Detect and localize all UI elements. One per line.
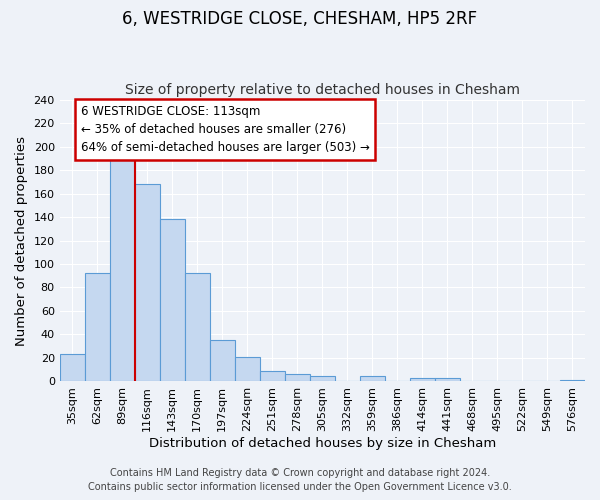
- Bar: [235, 357, 260, 382]
- Bar: [435, 378, 460, 382]
- Bar: [260, 371, 285, 382]
- Bar: [310, 376, 335, 382]
- Bar: [160, 220, 185, 382]
- Bar: [185, 274, 210, 382]
- Bar: [85, 274, 110, 382]
- Bar: [285, 374, 310, 382]
- X-axis label: Distribution of detached houses by size in Chesham: Distribution of detached houses by size …: [149, 437, 496, 450]
- Bar: [59, 354, 85, 382]
- Title: Size of property relative to detached houses in Chesham: Size of property relative to detached ho…: [125, 83, 520, 97]
- Bar: [135, 184, 160, 382]
- Bar: [110, 158, 135, 382]
- Text: 6, WESTRIDGE CLOSE, CHESHAM, HP5 2RF: 6, WESTRIDGE CLOSE, CHESHAM, HP5 2RF: [122, 10, 478, 28]
- Y-axis label: Number of detached properties: Number of detached properties: [15, 136, 28, 346]
- Bar: [560, 380, 585, 382]
- Text: 6 WESTRIDGE CLOSE: 113sqm
← 35% of detached houses are smaller (276)
64% of semi: 6 WESTRIDGE CLOSE: 113sqm ← 35% of detac…: [80, 105, 370, 154]
- Bar: [360, 376, 385, 382]
- Bar: [410, 378, 435, 382]
- Text: Contains HM Land Registry data © Crown copyright and database right 2024.
Contai: Contains HM Land Registry data © Crown c…: [88, 468, 512, 492]
- Bar: [210, 340, 235, 382]
